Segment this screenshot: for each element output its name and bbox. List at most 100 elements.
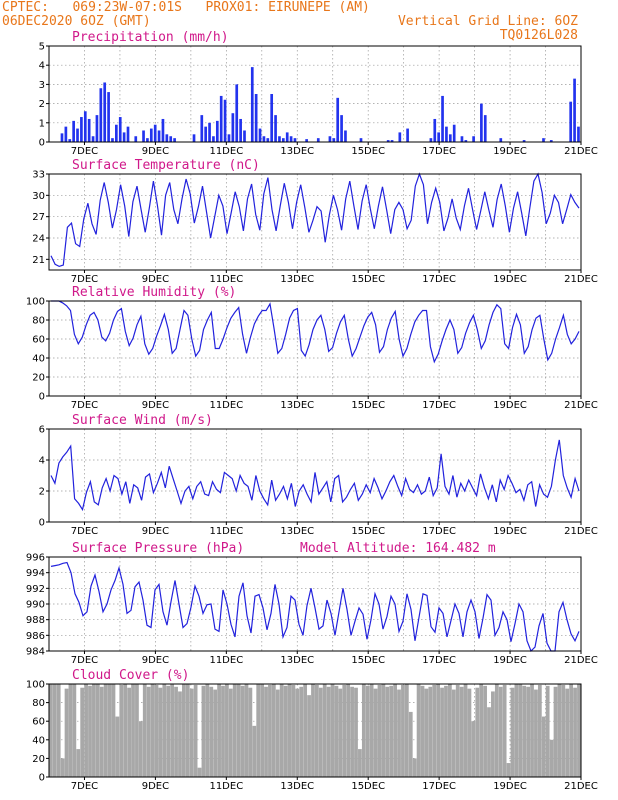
precip-bar bbox=[165, 134, 169, 142]
cloud-bar bbox=[95, 684, 100, 777]
precip-bar bbox=[122, 132, 126, 142]
panel-frame bbox=[48, 45, 582, 143]
cloud-bar bbox=[135, 684, 139, 777]
precip-bar bbox=[340, 115, 343, 142]
cloud-bar bbox=[240, 685, 245, 777]
y-tick-label: 60 bbox=[32, 335, 45, 346]
precip-bar bbox=[289, 136, 293, 142]
cloud-bar bbox=[491, 691, 495, 777]
y-tick-label: 27 bbox=[32, 212, 45, 223]
precip-bar bbox=[99, 88, 103, 142]
precip-bar bbox=[316, 138, 320, 142]
y-tick-label: 0 bbox=[39, 518, 45, 529]
precip-bar bbox=[250, 67, 254, 142]
cloud-bar bbox=[373, 688, 378, 777]
precip-bar bbox=[549, 140, 553, 142]
x-tick-label: 17DEC bbox=[422, 146, 456, 157]
cloud-bar bbox=[467, 688, 472, 777]
cloud-bar bbox=[142, 684, 147, 777]
panel-title: Precipitation (mm/h) bbox=[72, 30, 229, 45]
cloud-bar bbox=[68, 684, 73, 777]
header-grid-note: Vertical Grid Line: 6OZ bbox=[398, 14, 578, 29]
y-tick-label: 0 bbox=[39, 138, 45, 149]
header-run-date: 06DEC2020 6OZ (GMT) bbox=[2, 14, 151, 29]
cloud-bar bbox=[232, 684, 237, 777]
cloud-bar bbox=[530, 684, 534, 777]
precip-bar bbox=[173, 138, 176, 142]
precip-bar bbox=[192, 134, 196, 142]
cloud-bar bbox=[138, 721, 143, 777]
x-tick-label: 9DEC bbox=[142, 146, 169, 157]
panel-annotation: Model Altitude: 164.482 m bbox=[300, 541, 496, 556]
panel-title: Surface Wind (m/s) bbox=[72, 413, 213, 428]
precip-bar bbox=[83, 111, 87, 142]
precip-bar bbox=[76, 128, 79, 142]
y-tick-label: 984 bbox=[26, 647, 45, 658]
x-tick-label: 9DEC bbox=[142, 655, 169, 666]
precip-bar bbox=[437, 132, 440, 142]
cloud-bar bbox=[424, 688, 429, 777]
cloud-bar bbox=[557, 684, 562, 777]
cloud-bar bbox=[471, 721, 476, 777]
precip-bar bbox=[406, 128, 409, 142]
panel-frame bbox=[48, 428, 582, 523]
precip-bar bbox=[569, 101, 573, 142]
header-station: CPTEC: 069:23W-07:01S PROX01: EIRUNEPE (… bbox=[2, 0, 370, 15]
x-tick-label: 17DEC bbox=[422, 274, 456, 285]
cloud-bar bbox=[350, 686, 354, 777]
panel-frame bbox=[48, 300, 582, 397]
precip-bar bbox=[445, 126, 448, 142]
cloud-bar bbox=[307, 695, 311, 777]
x-tick-label: 15DEC bbox=[351, 400, 385, 411]
cloud-bar bbox=[279, 684, 284, 777]
cloud-bar bbox=[56, 684, 61, 777]
y-tick-label: 0 bbox=[39, 773, 45, 784]
precip-bar bbox=[134, 136, 138, 142]
cloud-bar bbox=[213, 689, 218, 777]
cloud-bar bbox=[107, 684, 112, 777]
cloud-bar bbox=[76, 749, 81, 777]
cloud-bar bbox=[522, 685, 527, 777]
cloud-bar bbox=[389, 685, 394, 777]
cloud-bar bbox=[205, 684, 210, 777]
x-tick-label: 9DEC bbox=[142, 274, 169, 285]
cloud-bar bbox=[361, 684, 366, 777]
cloud-bar bbox=[534, 689, 538, 777]
y-tick-label: 30 bbox=[32, 191, 45, 202]
precip-bar bbox=[212, 136, 215, 142]
x-tick-label: 17DEC bbox=[422, 655, 456, 666]
cloud-bar bbox=[510, 687, 515, 777]
panel-2: 21 24 27 30 33 7DEC 9DEC 11DEC 13DEC 15DEC 17DEC 19… bbox=[32, 158, 598, 285]
panel-1: 0 1 2 3 4 5 7DEC 9DEC 11DEC 13DEC 15DEC 17DEC 19DEC 2… bbox=[39, 30, 598, 157]
precip-bar bbox=[472, 136, 475, 142]
cloud-bar bbox=[123, 684, 128, 777]
precip-bar bbox=[91, 136, 95, 142]
y-tick-label: 990 bbox=[26, 600, 45, 611]
x-tick-label: 17DEC bbox=[422, 400, 456, 411]
cloud-bar bbox=[291, 684, 296, 777]
cloud-bar bbox=[526, 686, 530, 777]
precip-bar bbox=[448, 134, 452, 142]
cloud-bar bbox=[412, 758, 417, 777]
cloud-bar bbox=[330, 684, 335, 777]
x-tick-label: 11DEC bbox=[209, 400, 243, 411]
cloud-bar bbox=[162, 684, 167, 777]
cloud-bar bbox=[385, 686, 390, 777]
y-tick-label: 20 bbox=[32, 373, 45, 384]
cloud-bar bbox=[236, 684, 241, 777]
cloud-bar bbox=[154, 684, 159, 777]
x-tick-label: 21DEC bbox=[564, 526, 598, 537]
precip-bar bbox=[441, 95, 444, 142]
cloud-bar bbox=[197, 767, 202, 777]
panel-frame bbox=[48, 173, 582, 271]
precip-bar bbox=[153, 124, 157, 142]
cloud-bar bbox=[381, 684, 386, 777]
x-tick-label: 7DEC bbox=[71, 274, 98, 285]
cloud-bar bbox=[487, 707, 491, 777]
cloud-bar bbox=[326, 686, 331, 777]
cloud-bar bbox=[463, 684, 468, 777]
x-tick-label: 19DEC bbox=[493, 781, 527, 792]
cloud-bar bbox=[479, 684, 484, 777]
precip-bar bbox=[118, 117, 122, 142]
cloud-bar bbox=[178, 691, 182, 777]
